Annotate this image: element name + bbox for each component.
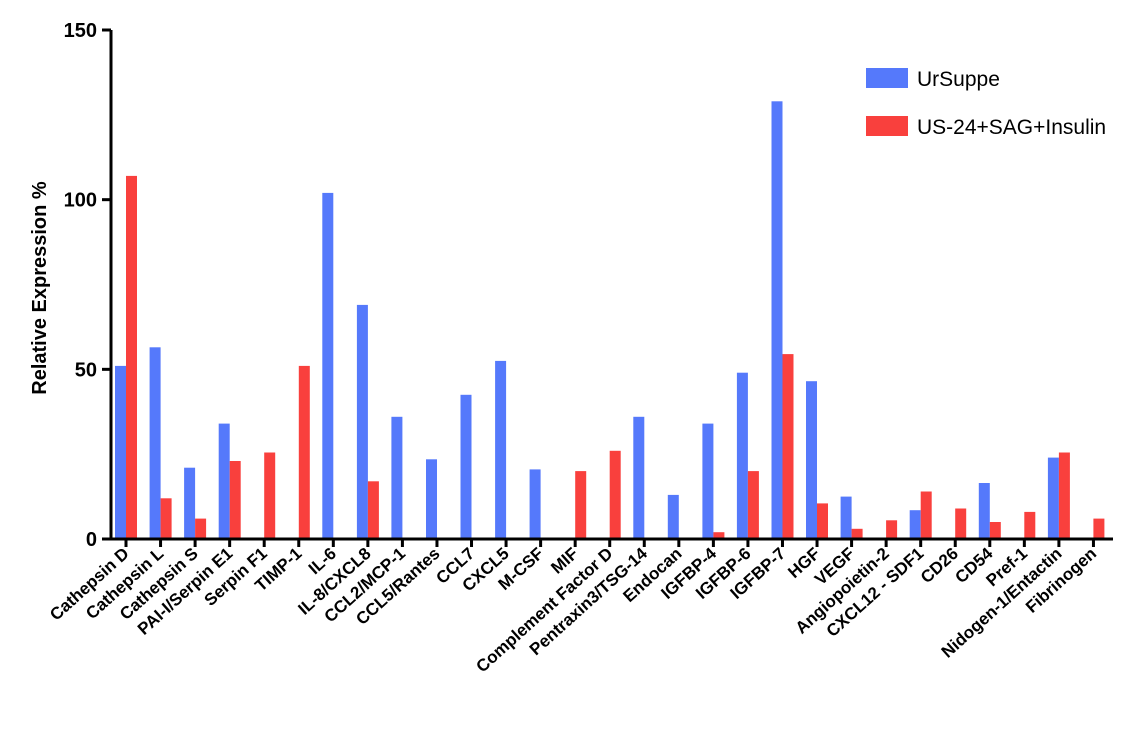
bar-ursuppe-cathepsin-l (149, 347, 161, 539)
bar-ursuppe-endocan (667, 494, 679, 539)
bar-ursuppe-cxcl5 (495, 360, 507, 539)
bar-ursuppe-pentraxin3-tsg-14 (633, 416, 645, 539)
legend-swatch-ursuppe (866, 68, 908, 88)
bar-ursuppe-cxcl12-sdf1 (909, 510, 921, 539)
bar-us-24-sag-insulin-igfbp-6 (747, 471, 759, 539)
bar-us-24-sag-insulin-cd54 (989, 522, 1001, 539)
bar-us-24-sag-insulin-angiopoietin-2 (886, 520, 898, 539)
bar-ursuppe-igfbp-4 (702, 423, 714, 539)
bar-ursuppe-nidogen-1-entactin (1047, 457, 1059, 539)
legend: UrSuppe US-24+SAG+Insulin (866, 68, 1106, 139)
bar-us-24-sag-insulin-igfbp-7 (782, 354, 794, 539)
bars-group (115, 101, 1105, 540)
bar-ursuppe-ccl7 (460, 394, 472, 539)
bar-us-24-sag-insulin-complement-factor-d (609, 450, 621, 539)
x-tick-label-cd26: CD26 (917, 544, 962, 587)
bar-us-24-sag-insulin-cathepsin-d (126, 175, 137, 539)
legend-label-ursuppe: UrSuppe (917, 68, 1000, 91)
bar-ursuppe-cd54 (978, 483, 990, 539)
bar-ursuppe-m-csf (529, 469, 541, 539)
bar-us-24-sag-insulin-cathepsin-l (160, 498, 172, 539)
y-tick-label: 0 (86, 529, 97, 551)
bar-us-24-sag-insulin-pref-1 (1024, 511, 1036, 539)
bar-ursuppe-cathepsin-d (115, 365, 126, 539)
y-tick-label: 150 (64, 20, 97, 42)
y-ticks-group: 0 50 100 150 (64, 20, 111, 551)
bar-ursuppe-igfbp-6 (736, 372, 748, 539)
bar-ursuppe-ccl5-rantes (426, 459, 437, 539)
bar-us-24-sag-insulin-cd26 (955, 508, 967, 539)
legend-label-us24: US-24+SAG+Insulin (917, 116, 1106, 139)
legend-swatch-us24 (866, 116, 908, 136)
bar-us-24-sag-insulin-timp-1 (298, 365, 310, 539)
axes-group (109, 30, 1113, 541)
y-axis-label: Relative Expression % (29, 181, 51, 395)
bar-ursuppe-igfbp-7 (771, 101, 783, 540)
bar-us-24-sag-insulin-pai-i-serpin-e1 (229, 461, 241, 539)
bar-us-24-sag-insulin-serpin-f1 (264, 452, 276, 539)
bar-ursuppe-il-8-cxcl8 (356, 304, 368, 539)
y-tick-label: 50 (75, 359, 97, 381)
bar-us-24-sag-insulin-fibrinogen (1093, 518, 1105, 539)
bar-us-24-sag-insulin-igfbp-4 (713, 532, 725, 539)
bar-ursuppe-ccl2-mcp-1 (391, 416, 403, 539)
bar-ursuppe-pai-i-serpin-e1 (218, 423, 230, 539)
bar-ursuppe-hgf (806, 381, 817, 539)
bar-us-24-sag-insulin-il-8-cxcl8 (367, 481, 379, 539)
bar-ursuppe-cathepsin-s (184, 467, 196, 539)
bar-us-24-sag-insulin-cxcl12-sdf1 (920, 491, 932, 539)
y-tick-label: 100 (64, 190, 97, 212)
bar-ursuppe-vegf (840, 496, 852, 539)
bar-us-24-sag-insulin-mif (575, 471, 587, 539)
bar-us-24-sag-insulin-hgf (817, 503, 828, 539)
bar-us-24-sag-insulin-cathepsin-s (195, 518, 207, 539)
bar-us-24-sag-insulin-nidogen-1-entactin (1058, 452, 1070, 539)
bar-us-24-sag-insulin-vegf (851, 528, 863, 539)
bar-ursuppe-il-6 (322, 192, 334, 539)
